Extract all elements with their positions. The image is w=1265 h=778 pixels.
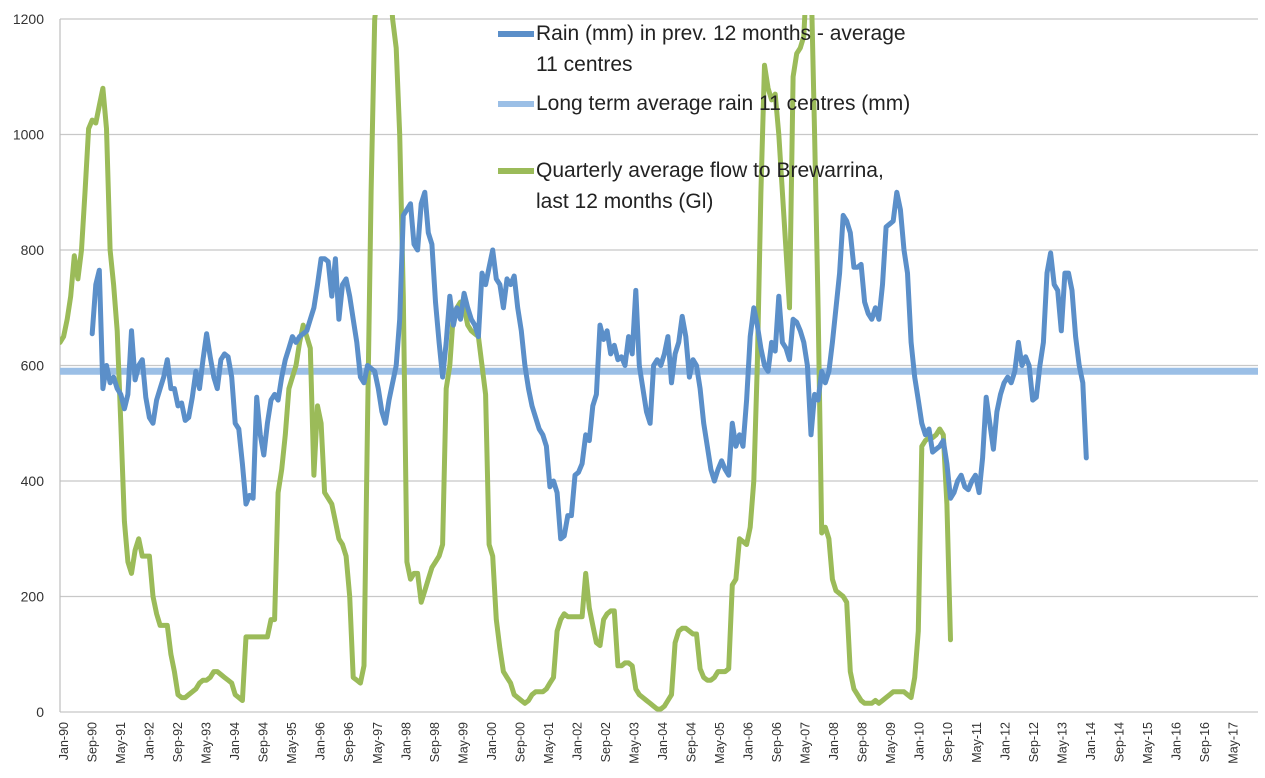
x-tick-label: Sep-04: [685, 722, 699, 762]
x-tick-label: Jan-92: [143, 722, 157, 760]
series-lines: [60, 15, 1258, 712]
x-tick-label: Sep-92: [171, 722, 185, 762]
y-tick-label: 400: [21, 473, 45, 489]
x-tick-label: May-03: [627, 722, 641, 764]
x-tick-label: Sep-90: [86, 722, 100, 762]
x-tick-label: Jan-10: [913, 722, 927, 760]
legend: Rain (mm) in prev. 12 months - average 11…: [498, 22, 910, 213]
y-tick-label: 600: [21, 358, 45, 374]
legend-label: Quarterly average flow to Brewarrina,: [536, 159, 884, 182]
gridlines: [59, 18, 1258, 713]
x-tick-label: May-99: [456, 722, 470, 764]
x-tick-label: Jan-98: [399, 722, 413, 760]
x-tick-label: Jan-96: [314, 722, 328, 760]
legend-label: Long term average rain 11 centres (mm): [536, 92, 910, 115]
x-tick-label: May-05: [713, 722, 727, 764]
x-tick-label: May-09: [884, 722, 898, 764]
x-tick-label: Sep-12: [1027, 722, 1041, 762]
x-tick-label: Jan-12: [998, 722, 1012, 760]
x-tick-label: May-95: [285, 722, 299, 764]
x-tick-label: Sep-98: [428, 722, 442, 762]
legend-swatch: [498, 31, 534, 37]
legend-label: 11 centres: [536, 53, 633, 76]
y-tick-label: 800: [21, 242, 45, 258]
legend-label: Rain (mm) in prev. 12 months - average: [536, 22, 906, 45]
x-tick-label: May-93: [200, 722, 214, 764]
x-tick-label: Sep-16: [1198, 722, 1212, 762]
x-tick-label: May-01: [542, 722, 556, 764]
x-tick-label: Sep-08: [856, 722, 870, 762]
x-tick-label: May-11: [970, 722, 984, 763]
x-tick-label: Jan-02: [570, 722, 584, 760]
x-tick-label: May-17: [1226, 722, 1240, 764]
x-tick-label: Sep-02: [599, 722, 613, 762]
legend-label: last 12 months (Gl): [536, 190, 713, 213]
x-tick-label: Sep-00: [513, 722, 527, 762]
x-axis-tick-labels: Jan-90 Sep-90 May-91 Jan-92 Sep-92 May-93 Jan-…: [57, 722, 1240, 764]
y-tick-label: 200: [21, 589, 45, 605]
x-tick-label: Sep-10: [941, 722, 955, 762]
x-tick-label: Jan-00: [485, 722, 499, 760]
x-tick-label: Jan-08: [827, 722, 841, 760]
x-tick-label: Sep-94: [257, 722, 271, 762]
x-tick-label: May-97: [371, 722, 385, 764]
y-tick-label: 1200: [13, 11, 44, 27]
x-tick-label: May-15: [1141, 722, 1155, 764]
y-tick-label: 0: [36, 704, 44, 720]
x-tick-label: Jan-94: [228, 722, 242, 760]
x-tick-label: Jan-14: [1084, 722, 1098, 760]
x-tick-label: Jan-90: [57, 722, 71, 760]
x-tick-label: May-07: [799, 722, 813, 764]
x-tick-label: May-91: [114, 722, 128, 764]
x-tick-label: Jan-06: [742, 722, 756, 760]
x-tick-label: Jan-04: [656, 722, 670, 760]
y-axis-tick-labels: 0 200 400 600 800 1000 1200: [13, 11, 44, 720]
x-tick-label: Sep-06: [770, 722, 784, 762]
series-line-0: [89, 189, 1089, 542]
x-tick-label: Sep-96: [342, 722, 356, 762]
x-tick-label: Jan-16: [1169, 722, 1183, 760]
series-line-2: [60, 15, 953, 712]
y-tick-label: 1000: [13, 127, 44, 143]
legend-swatch: [498, 168, 534, 174]
x-tick-label: Sep-14: [1112, 722, 1126, 762]
x-tick-label: May-13: [1055, 722, 1069, 764]
legend-swatch: [498, 101, 534, 107]
